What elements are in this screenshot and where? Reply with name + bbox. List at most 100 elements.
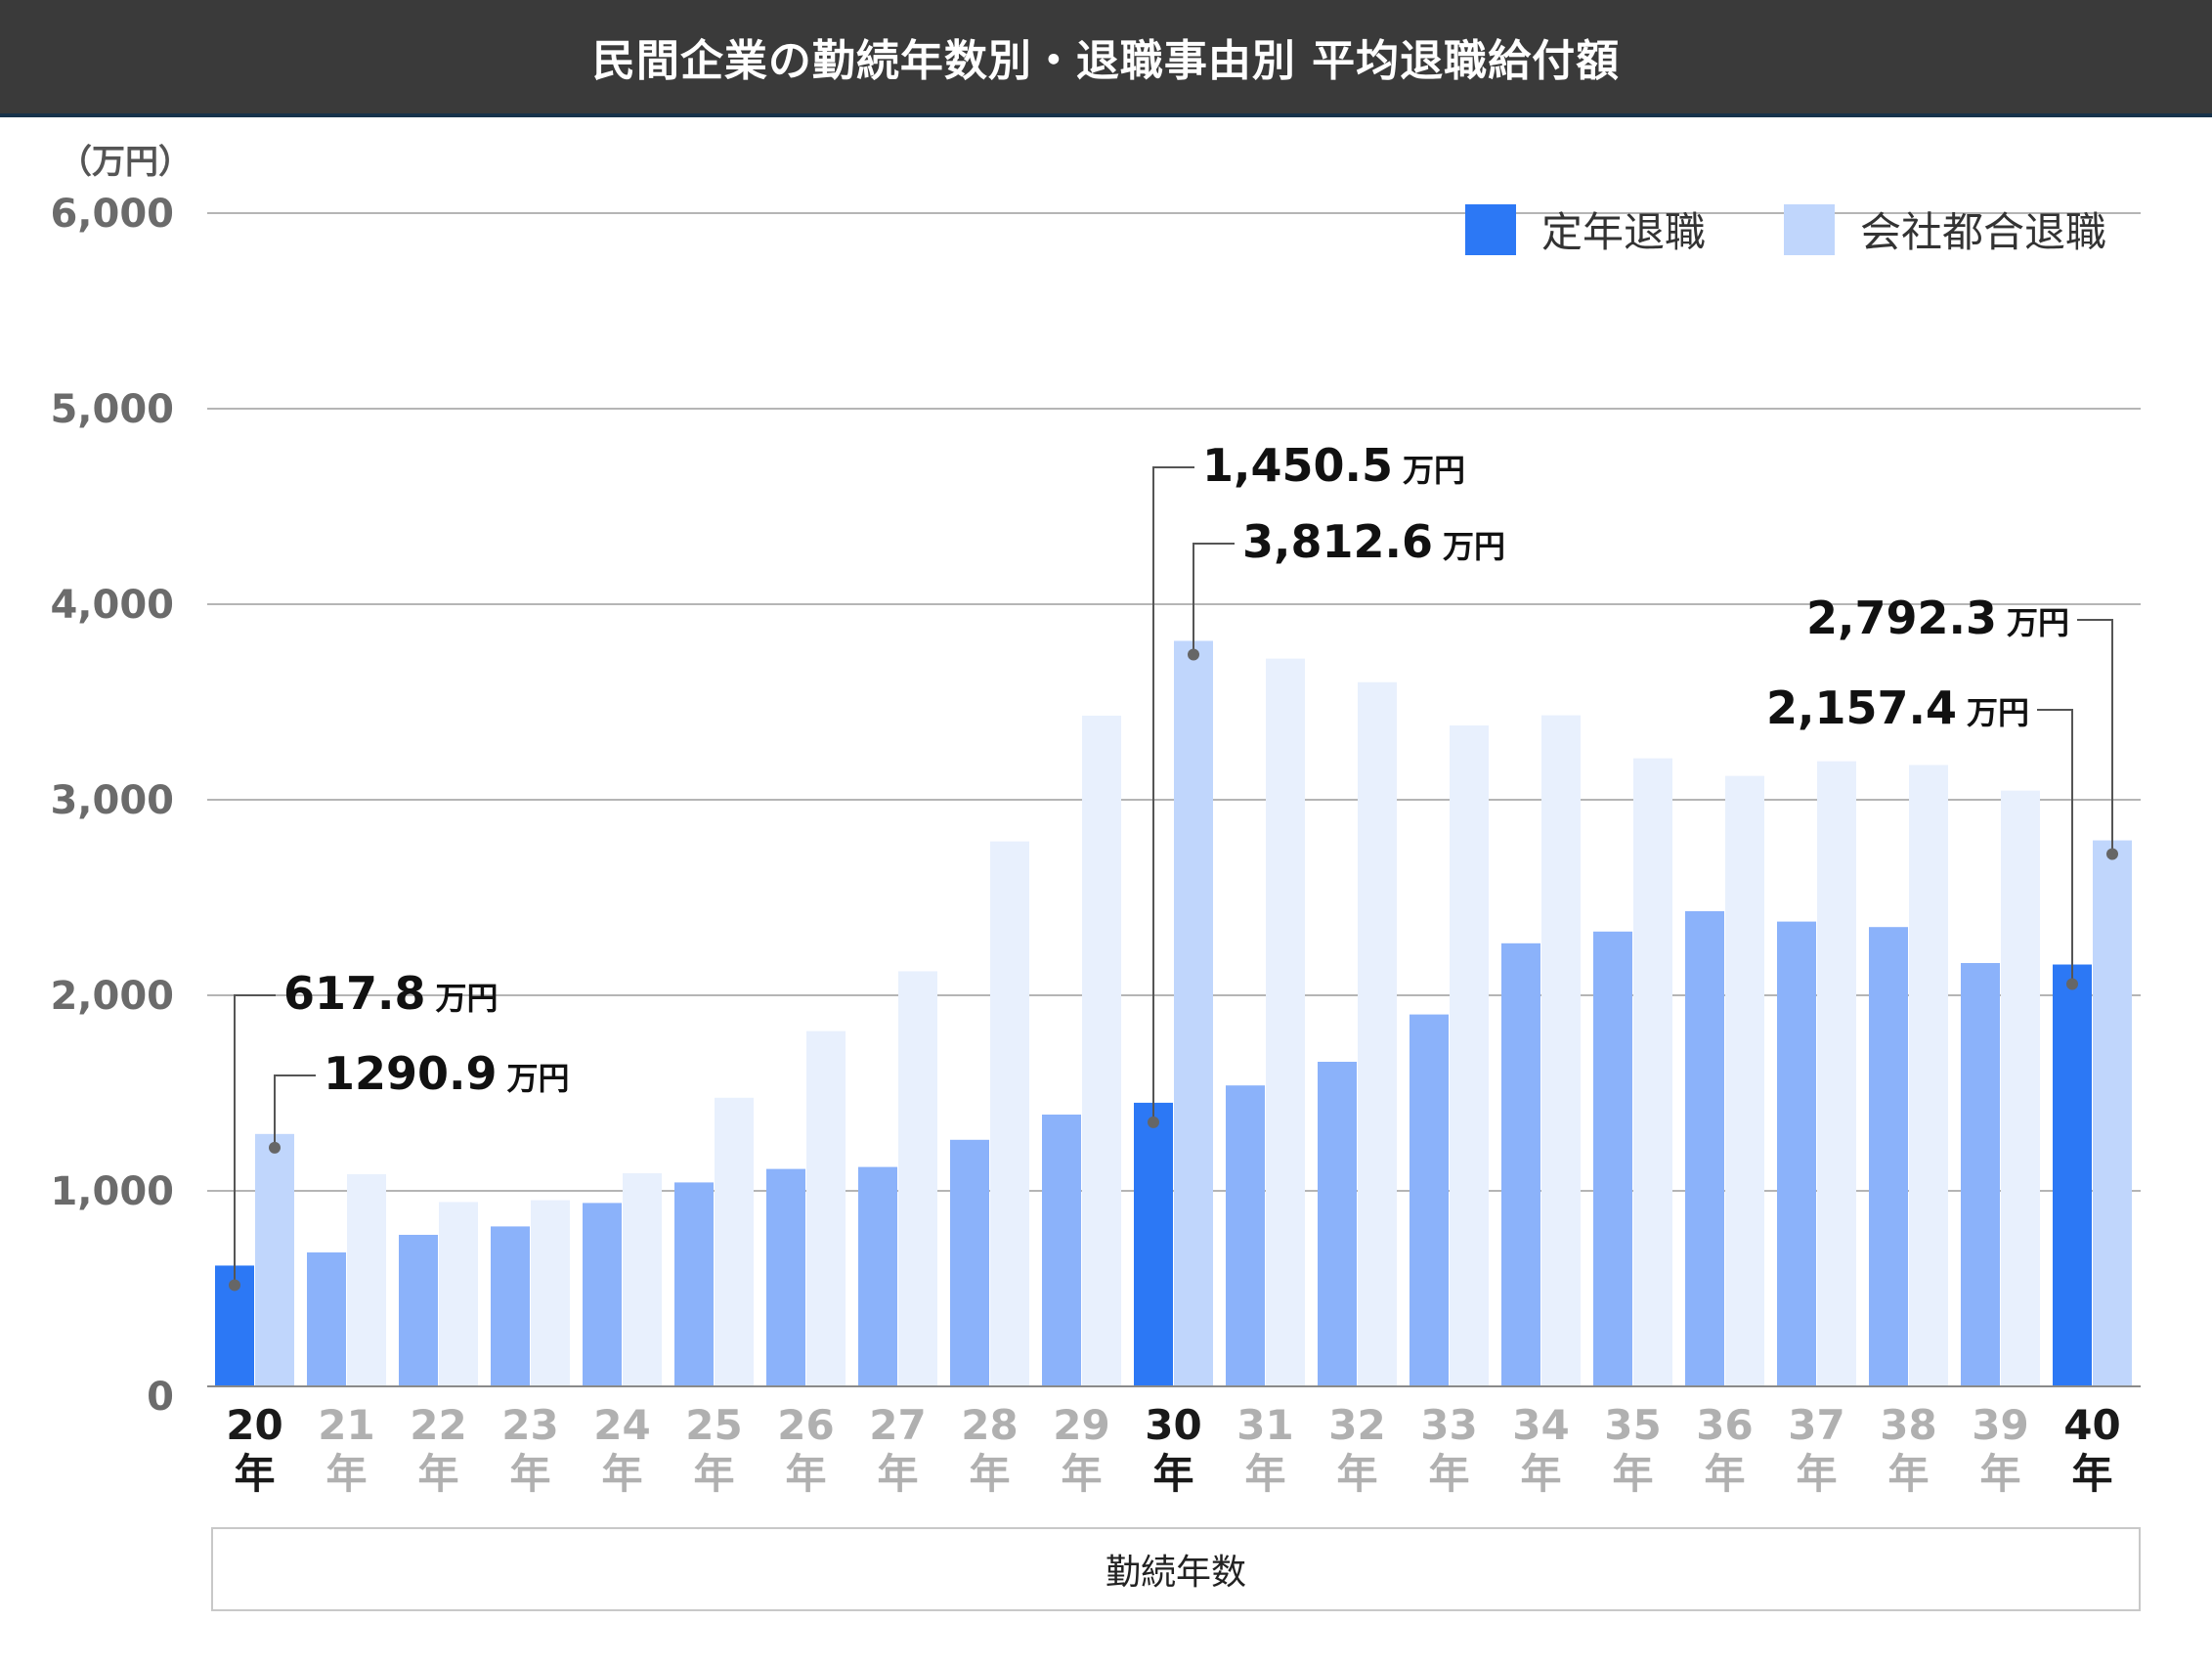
x-tick-suffix: 年 [1612,1450,1653,1498]
x-tick-label: 32 [1328,1401,1385,1449]
x-tick-label: 20 [226,1401,282,1449]
chart-title: 民間企業の勤続年数別・退職事由別 平均退職給付額 [591,36,1621,86]
bar-teinen [950,1139,989,1386]
x-tick-suffix: 年 [325,1450,367,1498]
x-tick-label: 23 [501,1401,558,1449]
annotation-leader [2037,709,2073,985]
bar-teinen [858,1166,897,1386]
x-tick-label: 35 [1604,1401,1661,1449]
bar-kaisha [806,1030,846,1386]
annotation-dot [269,1141,281,1154]
legend-label-teinen: 定年退職 [1540,208,1706,256]
legend-label-kaisha: 会社都合退職 [1859,208,2106,256]
bar-teinen [766,1168,805,1386]
y-tick-label: 5,000 [50,387,174,432]
bar-kaisha [1633,758,1672,1386]
annotation-label: 3,812.6 万円 [1242,515,1505,568]
bar-kaisha [990,841,1029,1386]
x-tick-suffix: 年 [1244,1450,1285,1498]
y-tick-label: 3,000 [50,778,174,823]
x-tick-label: 26 [777,1401,834,1449]
bar-kaisha [2093,840,2132,1386]
legend-swatch-teinen [1464,203,1516,255]
annotation-label: 2,792.3 万円 [1806,592,2069,644]
annotation-label: 1290.9 万円 [324,1047,570,1100]
y-tick-label: 6,000 [50,192,174,237]
x-tick-label: 39 [1972,1401,2028,1449]
annotation-dot [2066,978,2078,990]
x-tick-suffix: 年 [877,1450,918,1498]
bar-kaisha [255,1133,294,1386]
annotation-dot [2106,848,2118,860]
annotation-leader [274,1074,316,1148]
y-tick-label: 2,000 [50,974,174,1019]
x-tick-suffix: 年 [1979,1450,2020,1498]
x-tick-suffix: 年 [1887,1450,1929,1498]
bar-teinen [1685,911,1724,1386]
legend-item-kaisha: 会社都合退職 [1783,199,2106,259]
x-tick-label: 37 [1788,1401,1844,1449]
annotation-unit: 万円 [436,980,499,1017]
x-tick-label: 28 [961,1401,1018,1449]
bar-teinen [674,1182,714,1386]
bar-teinen [1593,931,1632,1386]
bar-teinen [399,1235,438,1386]
x-tick-suffix: 年 [509,1450,550,1498]
x-tick-suffix: 年 [1428,1450,1469,1498]
x-tick-suffix: 年 [969,1450,1010,1498]
annotation-label: 617.8 万円 [283,967,499,1020]
x-tick-label: 25 [685,1401,742,1449]
y-tick-label: 1,000 [50,1169,174,1214]
annotation-label: 2,157.4 万円 [1766,681,2029,734]
x-tick-suffix: 年 [417,1450,458,1498]
x-tick-suffix: 年 [1704,1450,1745,1498]
x-tick-suffix: 年 [1520,1450,1561,1498]
bar-teinen [307,1252,346,1386]
bar-kaisha [898,971,937,1386]
bar-kaisha [1817,761,1856,1386]
bar-teinen [1501,943,1540,1386]
annotation-value: 617.8 [283,967,426,1020]
bar-teinen [1869,927,1908,1386]
x-tick-suffix: 年 [1796,1450,1837,1498]
annotation-value: 2,157.4 [1766,681,1957,734]
x-tick-label: 38 [1880,1401,1936,1449]
x-tick-label: 29 [1053,1401,1109,1449]
annotation-unit: 万円 [1443,528,1505,565]
y-axis-unit-label: （万円） [59,143,192,182]
x-tick-suffix: 年 [693,1450,734,1498]
bar-kaisha [531,1200,570,1386]
annotation-leader [1152,466,1194,1122]
bar-teinen [491,1226,530,1386]
bar-kaisha [2001,790,2040,1386]
bar-teinen [1410,1014,1449,1386]
bar-kaisha [623,1173,662,1386]
x-tick-suffix: 年 [2071,1450,2112,1498]
bar-kaisha [1725,775,1764,1386]
x-axis-title-box: 勤続年数 [211,1527,2141,1611]
x-tick-suffix: 年 [1061,1450,1102,1498]
bar-kaisha [1541,715,1581,1386]
x-tick-suffix: 年 [601,1450,642,1498]
annotation-value: 1290.9 [324,1047,498,1100]
bar-kaisha [1358,681,1397,1386]
bar-teinen [1961,963,2000,1386]
x-tick-suffix: 年 [1152,1450,1193,1498]
legend-item-teinen: 定年退職 [1464,199,1706,259]
x-tick-label: 30 [1145,1401,1201,1449]
bar-teinen [1777,921,1816,1386]
bar-kaisha [1174,640,1213,1386]
bar-kaisha [1266,658,1305,1386]
bar-kaisha [1450,725,1489,1386]
bar-kaisha [1082,716,1121,1386]
title-bar: 民間企業の勤続年数別・退職事由別 平均退職給付額 [0,0,2212,117]
x-tick-label: 31 [1236,1401,1293,1449]
x-tick-suffix: 年 [234,1450,275,1498]
annotation-dot [1148,1116,1159,1128]
x-tick-label: 36 [1696,1401,1753,1449]
bar-kaisha [347,1174,386,1386]
y-tick-label: 4,000 [50,583,174,628]
bar-teinen [583,1203,622,1386]
x-tick-label: 24 [593,1401,650,1449]
